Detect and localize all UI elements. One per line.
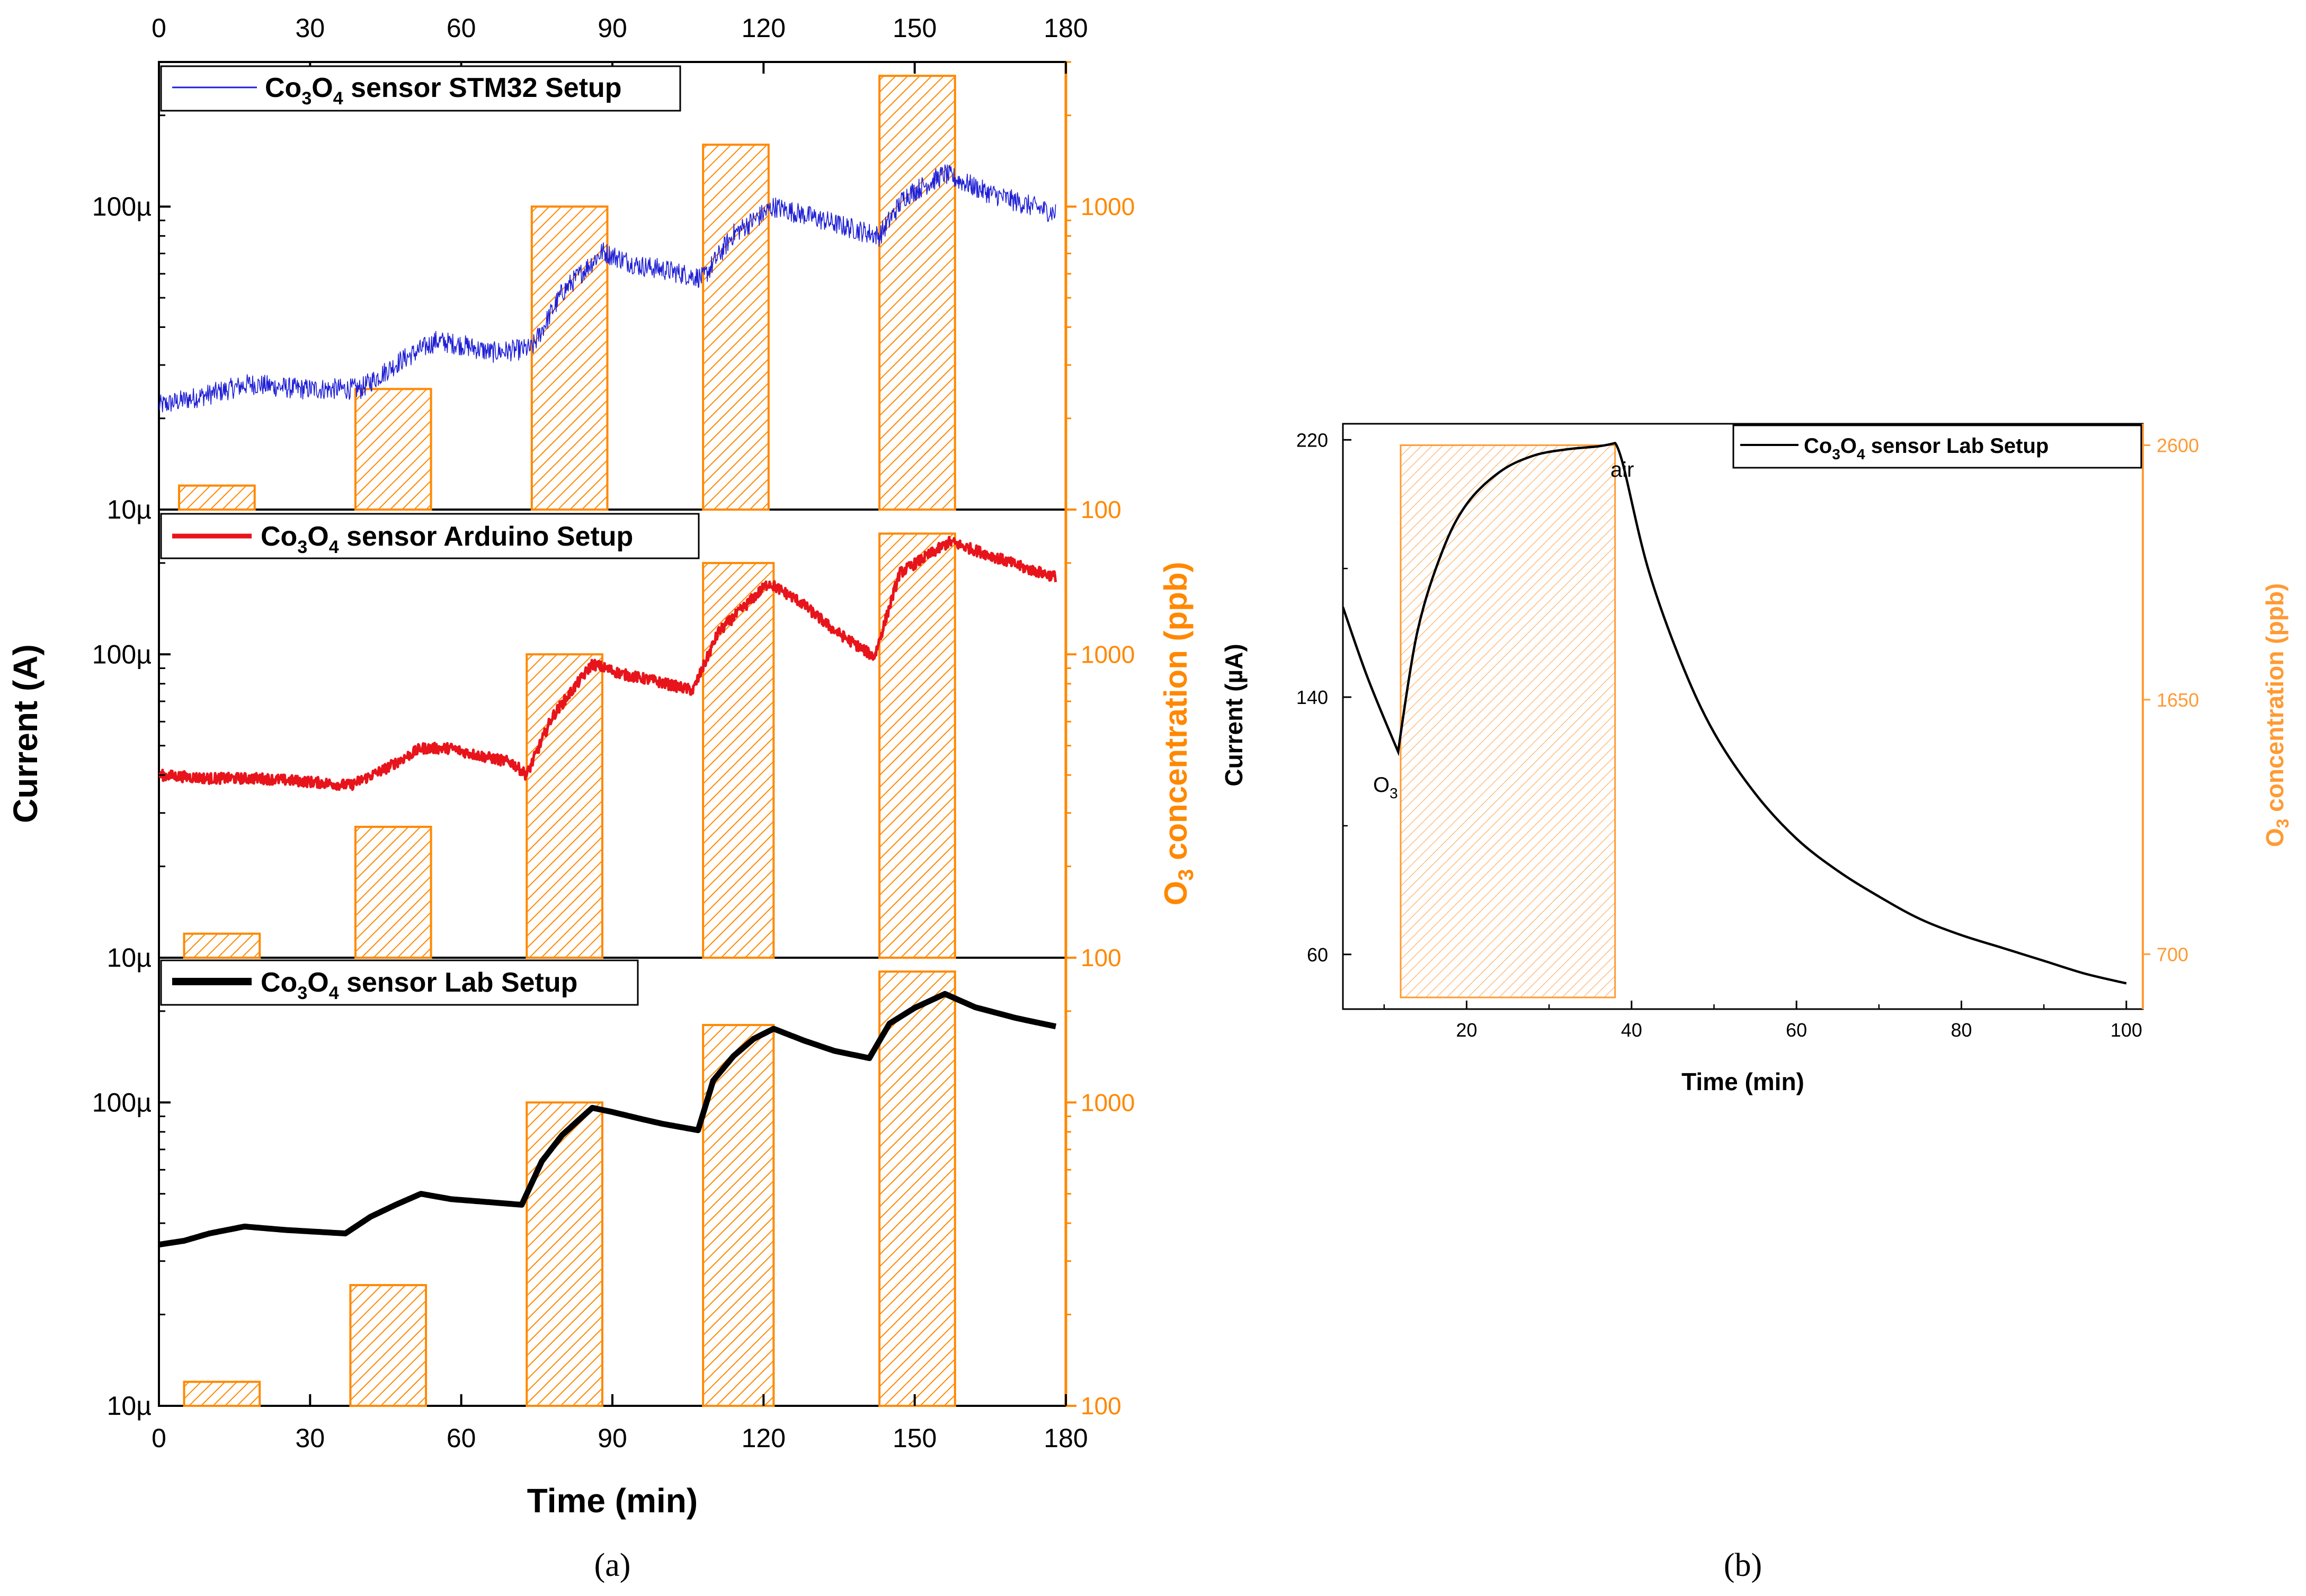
a-xtick-label-top-6: 180 bbox=[1044, 13, 1088, 43]
a-ytick-label-1-1: 100µ bbox=[92, 639, 152, 669]
ozone-bar-1-0 bbox=[183, 932, 261, 959]
a-xtick-label-bottom-3: 90 bbox=[598, 1423, 627, 1453]
a-y2tick-label-0-1: 1000 bbox=[1081, 193, 1135, 220]
b-xtick-label-0: 20 bbox=[1456, 1019, 1477, 1041]
legend-stm32: Co3O4 sensor STM32 Setup bbox=[160, 65, 681, 112]
ozone-bar-0-2 bbox=[530, 205, 609, 511]
a-ticks: 10µ 100µ 100 1000 10µ 100µ 100 1000 10µ 100µ 100 10… bbox=[92, 13, 1135, 1453]
b-xtick-label-4: 100 bbox=[2111, 1019, 2142, 1041]
a-xtick-label-bottom-1: 30 bbox=[296, 1423, 325, 1453]
b-series-line bbox=[1343, 441, 2127, 985]
a-y2tick-label-1-0: 100 bbox=[1081, 944, 1121, 971]
annotation-air: air bbox=[1610, 458, 1634, 482]
a-xtick-label-top-4: 120 bbox=[742, 13, 786, 43]
ozone-bar-2-2 bbox=[526, 1101, 603, 1407]
ozone-bar-0-0 bbox=[178, 484, 256, 511]
ozone-bar-0-4 bbox=[878, 75, 956, 511]
a-ytick-label-2-1: 100µ bbox=[92, 1087, 152, 1117]
b-ozone-bar-0 bbox=[1400, 444, 1616, 998]
b-xlabel: Time (min) bbox=[1681, 1068, 1804, 1095]
b-xtick-label-2: 60 bbox=[1786, 1019, 1807, 1041]
a-current-lines bbox=[159, 164, 1057, 1248]
ozone-bar-1-1 bbox=[354, 825, 432, 959]
b-y2tick-label-0: 700 bbox=[2157, 943, 2188, 965]
a-xtick-label-top-0: 0 bbox=[152, 13, 166, 43]
a-xtick-label-bottom-4: 120 bbox=[742, 1423, 786, 1453]
ozone-bar-2-0 bbox=[183, 1380, 261, 1407]
b-ytick-label-1: 140 bbox=[1296, 686, 1328, 708]
a-xtick-label-bottom-6: 180 bbox=[1044, 1423, 1088, 1453]
legend-lab: Co3O4 sensor Lab Setup bbox=[160, 959, 639, 1006]
a-ylabel: Current (A) bbox=[6, 644, 44, 823]
panel-a: 10µ 100µ 100 1000 10µ 100µ 100 1000 10µ 100µ 100 10… bbox=[6, 13, 1198, 1583]
a-xtick-label-bottom-5: 150 bbox=[893, 1423, 937, 1453]
a-ytick-label-0-1: 100µ bbox=[92, 192, 152, 221]
ozone-bar-0-3 bbox=[702, 144, 770, 511]
b-y2label: O3 concentration (ppb) bbox=[2261, 583, 2292, 847]
b-current-line bbox=[1343, 441, 2127, 985]
a-xlabel: Time (min) bbox=[527, 1482, 698, 1520]
a-xtick-label-top-2: 60 bbox=[447, 13, 476, 43]
ozone-bar-2-3 bbox=[702, 1024, 775, 1407]
a-ytick-label-2-0: 10µ bbox=[107, 1391, 152, 1421]
a-ytick-label-1-0: 10µ bbox=[107, 943, 152, 973]
a-y2tick-label-1-1: 1000 bbox=[1081, 640, 1135, 668]
legend-stm32-label: Co3O4 sensor STM32 Setup bbox=[265, 73, 622, 109]
b-ticks: 20 40 60 80 100 60 140 220 700 1650 2600 bbox=[1296, 429, 2199, 1041]
b-ozone-bars bbox=[1400, 444, 1616, 998]
b-y2tick-label-1: 1650 bbox=[2157, 689, 2199, 711]
a-y2tick-label-2-0: 100 bbox=[1081, 1392, 1121, 1420]
legend-arduino-label: Co3O4 sensor Arduino Setup bbox=[261, 521, 633, 557]
panel-b: 20 40 60 80 100 60 140 220 700 1650 2600 Co3O4 sen… bbox=[1220, 423, 2292, 1583]
series-line-1 bbox=[159, 536, 1057, 791]
a-ytick-label-0-0: 10µ bbox=[107, 495, 152, 524]
legend-b-label: Co3O4 sensor Lab Setup bbox=[1804, 434, 2049, 462]
legend-lab-label: Co3O4 sensor Lab Setup bbox=[261, 967, 577, 1003]
a-y2label: O3 concentration (ppb) bbox=[1158, 562, 1198, 906]
ozone-bar-2-4 bbox=[878, 970, 956, 1407]
series-line-0 bbox=[159, 164, 1056, 413]
legend-arduino: Co3O4 sensor Arduino Setup bbox=[160, 513, 700, 559]
a-panel-label: (a) bbox=[594, 1547, 631, 1583]
ozone-bar-1-4 bbox=[878, 532, 956, 959]
a-xtick-label-top-1: 30 bbox=[296, 13, 325, 43]
ozone-bar-0-1 bbox=[354, 388, 432, 511]
annotation-o3: O3 bbox=[1373, 773, 1398, 801]
a-xtick-label-bottom-0: 0 bbox=[152, 1423, 166, 1453]
series-line-2 bbox=[159, 991, 1057, 1248]
a-ozone-bars bbox=[178, 75, 956, 1407]
a-y2tick-label-2-1: 1000 bbox=[1081, 1089, 1135, 1116]
ozone-bar-1-3 bbox=[702, 561, 775, 959]
legend-b: Co3O4 sensor Lab Setup bbox=[1732, 424, 2142, 469]
b-y2tick-label-2: 2600 bbox=[2157, 434, 2199, 456]
a-y2tick-label-0-0: 100 bbox=[1081, 496, 1121, 523]
b-xtick-label-1: 40 bbox=[1621, 1019, 1642, 1041]
a-xtick-label-bottom-2: 60 bbox=[447, 1423, 476, 1453]
b-xtick-label-3: 80 bbox=[1951, 1019, 1972, 1041]
b-ytick-label-0: 60 bbox=[1307, 944, 1328, 966]
b-panel-label: (b) bbox=[1724, 1547, 1762, 1583]
a-xtick-label-top-3: 90 bbox=[598, 13, 627, 43]
a-xtick-label-top-5: 150 bbox=[893, 13, 937, 43]
b-ytick-label-2: 220 bbox=[1296, 429, 1328, 451]
b-ylabel: Current (µA) bbox=[1220, 644, 1248, 786]
ozone-bar-2-1 bbox=[349, 1284, 428, 1407]
